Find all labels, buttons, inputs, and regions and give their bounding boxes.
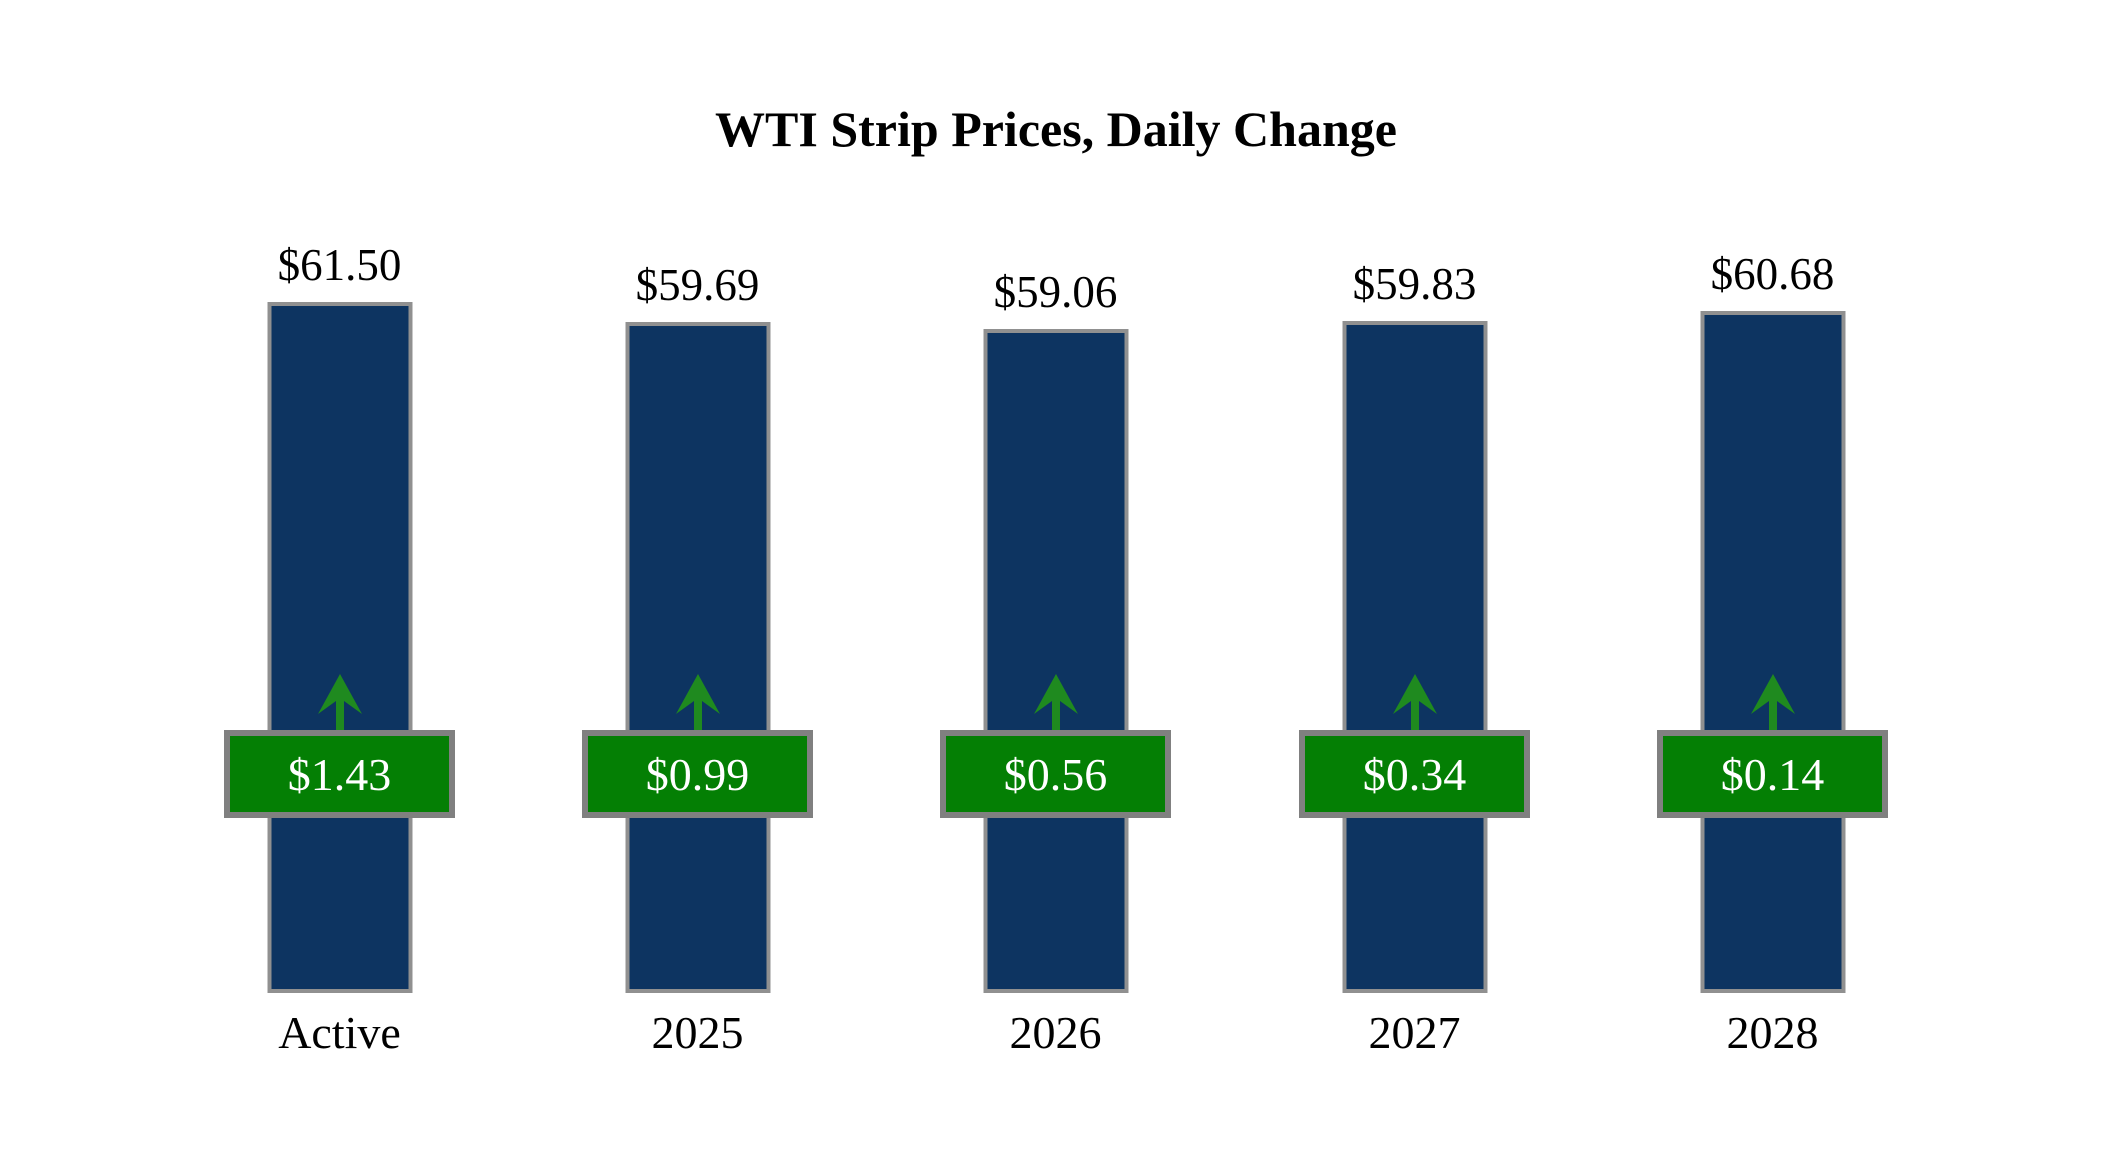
daily-change-value: $0.56 [1003,748,1108,800]
category-label: 2026 [1009,1007,1102,1058]
up-arrow-icon [317,674,362,730]
up-arrow-icon [1750,674,1795,730]
price-bar [1342,321,1487,993]
daily-change-badge: $1.43 [224,730,455,818]
price-bar [983,329,1128,993]
up-arrow-icon [675,674,720,730]
price-label: $61.50 [277,240,402,290]
bar-group-2028: $60.68 $0.14 2028 [1657,0,1888,1152]
category-label: Active [278,1007,401,1058]
bar-group-2027: $59.83 $0.34 2027 [1299,0,1530,1152]
category-label: 2027 [1368,1007,1461,1058]
price-bar [267,302,412,993]
daily-change-value: $0.34 [1362,748,1467,800]
daily-change-badge: $0.99 [582,730,813,818]
daily-change-badge: $0.56 [940,730,1171,818]
daily-change-value: $0.99 [645,748,750,800]
chart-title: WTI Strip Prices, Daily Change [715,101,1397,157]
price-label: $59.83 [1352,259,1477,309]
daily-change-badge: $0.34 [1299,730,1530,818]
up-arrow-icon [1033,674,1078,730]
price-label: $59.06 [993,267,1118,317]
up-arrow-icon [1392,674,1437,730]
daily-change-value: $1.43 [287,748,392,800]
bar-group-active: $61.50 $1.43 Active [224,0,455,1152]
price-label: $59.69 [635,260,760,310]
price-label: $60.68 [1710,249,1835,299]
category-label: 2025 [651,1007,744,1058]
bar-group-2025: $59.69 $0.99 2025 [582,0,813,1152]
daily-change-badge: $0.14 [1657,730,1888,818]
daily-change-value: $0.14 [1720,748,1825,800]
category-label: 2028 [1726,1007,1819,1058]
bar-group-2026: $59.06 $0.56 2026 [940,0,1171,1152]
price-bar [625,322,770,993]
price-bar [1700,311,1845,993]
